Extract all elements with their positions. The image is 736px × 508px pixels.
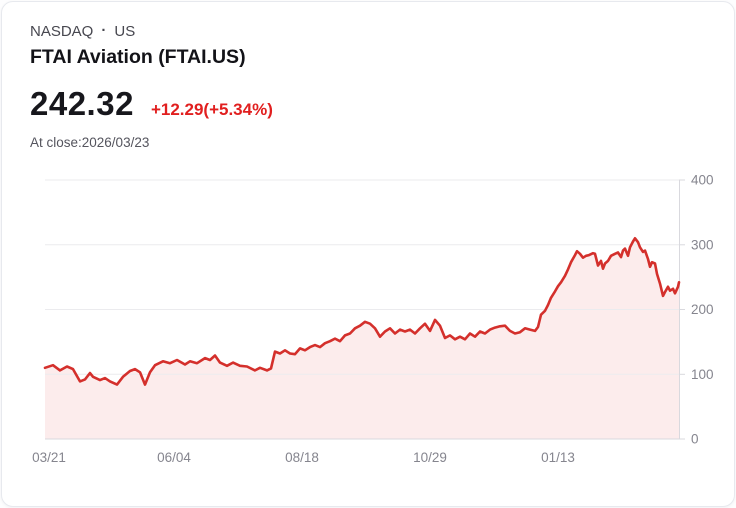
exchange-row: NASDAQ · US [30,22,706,41]
x-axis-label: 03/21 [32,450,66,465]
price-row: 242.32 +12.29(+5.34%) [30,87,706,121]
price-area-fill [45,238,679,439]
price-change: +12.29(+5.34%) [150,100,273,119]
y-axis-label: 400 [691,173,714,188]
exchange-name: NASDAQ [30,23,94,40]
price-chart[interactable]: 0 100 200 300 400 03/21 06/04 08/18 10/29 01/13 [32,173,721,474]
close-note: At close:2026/03/23 [30,135,150,150]
region-label: US [114,23,136,40]
x-axis-label: 06/04 [157,450,191,465]
last-price: 242.32 [30,85,134,122]
price-chart-svg[interactable]: 0 100 200 300 400 03/21 06/04 08/18 10/29 01/13 [32,173,721,474]
y-axis-label: 0 [691,432,699,447]
quote-header: NASDAQ · US FTAI Aviation (FTAI.US) 242.… [2,2,734,150]
y-axis-label: 100 [691,367,714,382]
instrument-title: FTAI Aviation (FTAI.US) [30,46,246,68]
y-axis-label: 200 [691,302,714,317]
x-axis-label: 08/18 [285,450,319,465]
x-axis-label: 01/13 [541,450,575,465]
x-axis-label: 10/29 [413,450,447,465]
y-axis-label: 300 [691,237,714,252]
price-line [43,237,681,386]
separator-dot: · [101,22,107,39]
